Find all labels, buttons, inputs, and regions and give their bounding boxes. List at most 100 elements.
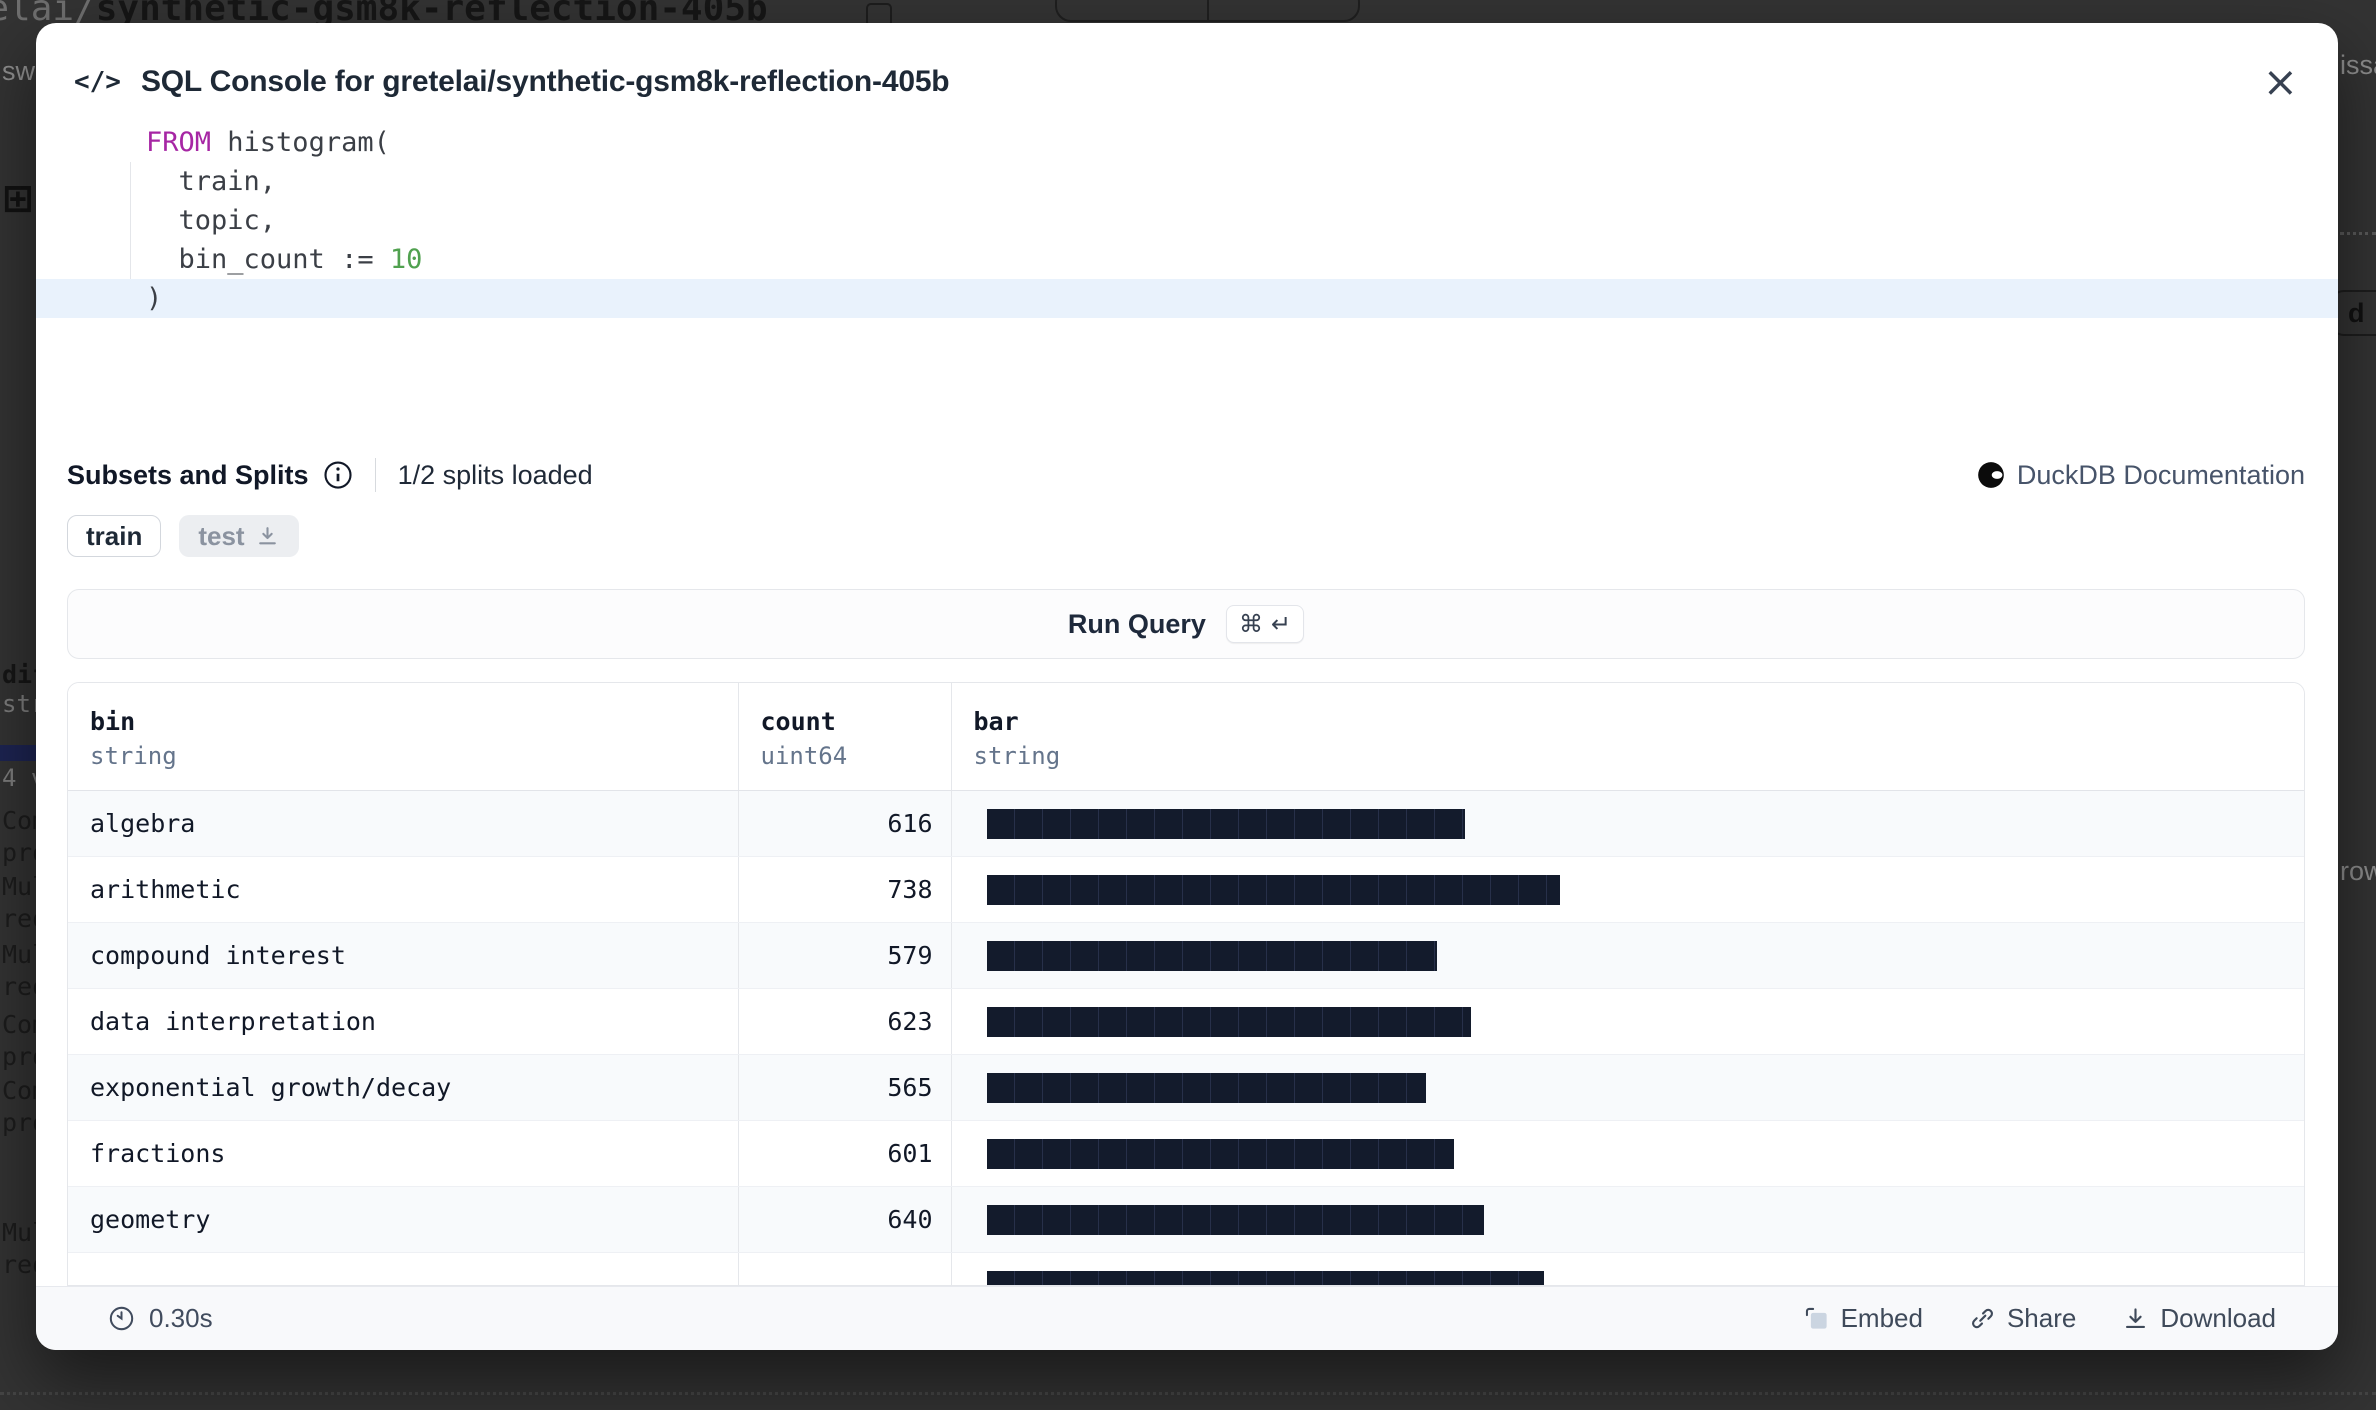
code-token: topic,: [146, 205, 277, 236]
code-line: ): [36, 279, 2338, 318]
background-dataset-owner: etelai/: [0, 0, 96, 23]
code-token: train,: [146, 166, 277, 197]
execution-time-value: 0.30s: [149, 1303, 213, 1333]
download-icon: [255, 524, 280, 549]
share-label: Share: [2006, 1303, 2077, 1333]
bin-cell: arithmetic: [68, 856, 739, 923]
count-cell: 616: [738, 790, 952, 857]
footer-actions: Embed Share Download: [1803, 1303, 2276, 1334]
table-row: geometry 640: [68, 1186, 2304, 1253]
cmd-key-icon: ⌘: [1238, 610, 1263, 638]
indent-guide: [130, 162, 131, 279]
share-button[interactable]: Share: [1969, 1303, 2076, 1334]
bin-cell: fractions: [68, 1120, 739, 1187]
count-cell: [738, 1252, 952, 1285]
download-icon: [2122, 1305, 2149, 1332]
bar-cell: [951, 856, 2304, 923]
table-header-row: bin string count uint64 bar string: [68, 683, 2304, 791]
splits-status: 1/2 splits loaded: [397, 459, 593, 490]
split-label: train: [86, 520, 143, 551]
histogram-bar: [986, 1138, 1454, 1169]
background-like-button: [1055, 0, 1360, 22]
histogram-bar: [986, 1204, 1484, 1235]
count-cell: 640: [738, 1186, 952, 1253]
table-row: data interpretation 623: [68, 988, 2304, 1055]
modal-title: SQL Console for gretelai/synthetic-gsm8k…: [140, 65, 950, 98]
column-header-bar: bar string: [951, 683, 2304, 791]
bar-cell: [951, 790, 2304, 857]
code-token: bin_count :=: [146, 244, 390, 275]
histogram-bar: [986, 808, 1465, 839]
count-cell: 565: [738, 1054, 952, 1121]
embed-icon: [1803, 1305, 1830, 1332]
execution-time: 0.30s: [108, 1303, 213, 1334]
count-cell: 623: [738, 988, 952, 1055]
info-icon[interactable]: [323, 460, 353, 490]
table-row: fractions 601: [68, 1120, 2304, 1187]
background-dataset-header: etelai/synthetic-gsm8k-reflection-405b: [0, 0, 2376, 23]
split-button-train[interactable]: train: [67, 515, 162, 557]
count-cell: 601: [738, 1120, 952, 1187]
run-query-button[interactable]: Run Query ⌘ ↵: [67, 589, 2305, 659]
run-query-label: Run Query: [1067, 608, 1206, 639]
split-buttons: train test: [67, 515, 2305, 557]
histogram-bar: [986, 874, 1560, 905]
bar-cell: [951, 922, 2304, 989]
duckdb-docs-link[interactable]: DuckDB Documentation: [1977, 460, 2305, 491]
column-header-count: count uint64: [738, 683, 952, 791]
divider: [1207, 0, 1209, 20]
code-line: FROM histogram(: [36, 123, 2338, 162]
bin-cell: algebra: [68, 790, 739, 857]
divider: [0, 1392, 2376, 1395]
histogram-bar: [986, 1270, 1544, 1285]
count-cell: 738: [738, 856, 952, 923]
duckdb-docs-label: DuckDB Documentation: [2016, 459, 2305, 490]
bar-cell: [951, 1186, 2304, 1253]
bin-cell: compound interest: [68, 922, 739, 989]
bar-cell: [951, 1120, 2304, 1187]
enter-key-icon: ↵: [1270, 610, 1292, 638]
code-line: bin_count := 10: [36, 240, 2338, 279]
split-label: test: [198, 520, 245, 551]
background-dataset-title: etelai/synthetic-gsm8k-reflection-405b: [0, 0, 768, 23]
embed-button[interactable]: Embed: [1803, 1303, 1923, 1334]
sql-console-modal: </> SQL Console for gretelai/synthetic-g…: [36, 23, 2338, 1350]
splits-title: Subsets and Splits: [67, 459, 309, 490]
histogram-bar: [986, 940, 1437, 971]
code-token: 10: [389, 244, 423, 275]
duckdb-logo-icon: [1977, 461, 2005, 489]
sql-editor[interactable]: FROM histogram( train, topic, bin_count …: [36, 123, 2338, 318]
bin-cell: [68, 1252, 739, 1285]
code-icon: </>: [74, 67, 121, 97]
download-button[interactable]: Download: [2122, 1303, 2276, 1334]
modal-header: </> SQL Console for gretelai/synthetic-g…: [36, 23, 2338, 107]
code-line: train,: [36, 162, 2338, 201]
column-header-bin: bin string: [68, 683, 739, 791]
share-link-icon: [1969, 1305, 1996, 1332]
divider: [374, 458, 376, 492]
background-fragment: issa: [2340, 50, 2376, 80]
background-selected-row: [0, 745, 36, 761]
bar-cell: [951, 1054, 2304, 1121]
splits-row: Subsets and Splits 1/2 splits loaded Duc…: [67, 455, 2305, 495]
code-line: topic,: [36, 201, 2338, 240]
table-row: compound interest 579: [68, 922, 2304, 989]
close-button[interactable]: ×: [2262, 57, 2298, 106]
histogram-bar: [986, 1072, 1426, 1103]
clock-icon: [108, 1305, 135, 1332]
table-row: exponential growth/decay 565: [68, 1054, 2304, 1121]
copy-icon: [866, 3, 892, 23]
bar-cell: [951, 988, 2304, 1055]
code-token: FROM: [146, 127, 212, 158]
split-button-test[interactable]: test: [179, 515, 299, 557]
background-fragment: row: [2340, 856, 2376, 886]
count-cell: 579: [738, 922, 952, 989]
keyboard-shortcut-badge: ⌘ ↵: [1225, 605, 1305, 643]
bin-cell: data interpretation: [68, 988, 739, 1055]
code-token: histogram(: [211, 127, 390, 158]
table-row: algebra 616: [68, 790, 2304, 857]
embed-label: Embed: [1840, 1303, 1923, 1333]
table-row: arithmetic 738: [68, 856, 2304, 923]
modal-footer: 0.30s Embed: [36, 1286, 2338, 1350]
bar-cell: [951, 1252, 2304, 1285]
